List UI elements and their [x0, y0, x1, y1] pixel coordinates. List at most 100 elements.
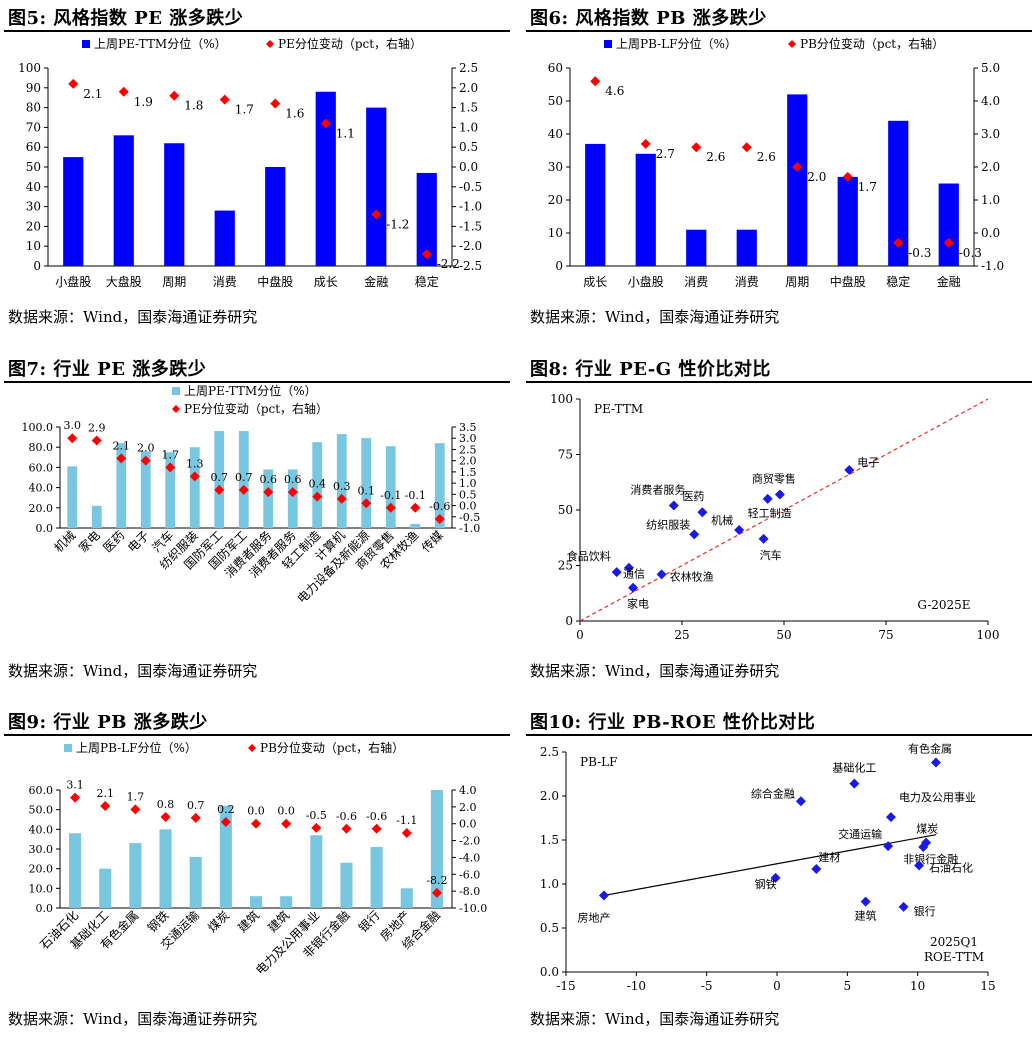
x-tick-label: 50 — [776, 628, 791, 642]
y-left-tick-label: 10 — [548, 226, 563, 240]
y-left-tick-label: 40 — [26, 180, 41, 194]
x-tick-label: 25 — [674, 628, 689, 642]
y-right-tick-label: 3.5 — [459, 421, 477, 434]
y-left-tick-label: 50 — [26, 160, 41, 174]
data-label: -0.1 — [405, 489, 426, 502]
scatter-point — [844, 465, 855, 476]
y-right-tick-label: -2.5 — [459, 259, 482, 273]
bar — [165, 452, 176, 528]
data-label: 0.7 — [187, 799, 205, 812]
point-label: 综合金融 — [751, 786, 795, 800]
panel-fig5: 图5: 风格指数 PE 涨多跌少 上周PE-TTM分位（%） PE分位变动（pct… — [4, 4, 510, 344]
data-label: 0.3 — [333, 480, 351, 493]
marker-point — [320, 118, 331, 129]
y-left-tick-label: 90 — [26, 81, 41, 95]
marker-point — [590, 76, 601, 87]
point-label: 农林牧渔 — [670, 569, 714, 583]
data-label: -0.3 — [959, 246, 982, 260]
x-tick-label: 家电 — [75, 528, 103, 556]
x-tick-label: 稳定 — [415, 274, 439, 289]
data-label: -0.6 — [366, 810, 387, 823]
marker-point — [160, 811, 171, 822]
y-left-tick-label: 100 — [18, 61, 41, 75]
marker-point — [118, 86, 129, 97]
y-tick-label: 0.5 — [540, 921, 559, 935]
y-left-tick-label: 30 — [548, 160, 563, 174]
scatter-point — [860, 896, 871, 907]
point-label: 医药 — [682, 490, 704, 503]
data-label: 0.7 — [235, 471, 253, 484]
data-label: 0.0 — [247, 805, 265, 818]
legend-swatch-marker — [172, 405, 180, 413]
data-label: 0.2 — [217, 803, 235, 816]
data-label: 2.9 — [88, 421, 106, 434]
y-right-tick-label: 2.0 — [981, 160, 1000, 174]
title-rule — [526, 30, 1032, 32]
marker-point — [893, 237, 904, 248]
marker-point — [100, 801, 111, 812]
bar — [116, 443, 127, 528]
source-note: 数据来源：Wind，国泰海通证券研究 — [8, 1010, 258, 1028]
y-right-tick-label: 2.0 — [459, 455, 477, 468]
data-label: 0.1 — [358, 484, 376, 497]
bar — [340, 862, 353, 908]
bar — [189, 856, 202, 908]
bar — [787, 94, 808, 267]
point-label: 钢铁 — [755, 878, 777, 891]
marker-point — [165, 462, 176, 473]
x-tick-label: 0 — [576, 628, 584, 642]
marker-point — [792, 162, 803, 172]
data-label: 0.4 — [309, 478, 327, 491]
y-right-tick-label: -1.0 — [459, 522, 480, 535]
point-label: 有色金属 — [908, 742, 952, 756]
scatter-point — [795, 796, 806, 807]
data-label: -2.2 — [437, 257, 460, 271]
panel-fig8: 图8: 行业 PE-G 性价比对比 0 25 50 75 100 0 25 50 75 100 PE… — [526, 355, 1032, 695]
x-tick-label: 消费 — [735, 275, 759, 289]
marker-point — [691, 142, 702, 153]
chart-title: 图10: 行业 PB-ROE 性价比对比 — [530, 712, 816, 733]
bar — [410, 523, 421, 528]
x-tick-label: 煤炭 — [205, 908, 232, 935]
scatter-point — [689, 529, 700, 540]
bar — [91, 505, 102, 528]
scatter-point — [918, 842, 929, 853]
title-rule — [526, 734, 1032, 736]
point-label: 非银行金融 — [903, 852, 958, 866]
y-left-tick-label: 10 — [26, 239, 41, 253]
y-axis-label: PE-TTM — [594, 402, 643, 416]
data-label: 1.7 — [235, 103, 254, 117]
x-axis-label-line: 2025Q1 — [930, 935, 978, 949]
point-label: 石油石化 — [929, 861, 973, 875]
data-label: 1.9 — [134, 95, 153, 109]
legend-label-marker: PB分位变动（pct，右轴） — [260, 740, 404, 755]
panel-fig7: 图7: 行业 PE 涨多跌少 上周PE-TTM分位（%） PE分位变动（pct，右… — [4, 355, 510, 695]
chart-svg: 上周PE-TTM分位（%） PE分位变动（pct，右轴） 0 10 20 30 40 50 60… — [18, 36, 482, 289]
data-label: 3.0 — [64, 419, 82, 432]
panel-fig6: 图6: 风格指数 PB 涨多跌少 上周PB-LF分位（%） PB分位变动（pct，… — [526, 4, 1032, 344]
bar — [361, 438, 372, 528]
x-tick-label: 大盘股 — [106, 274, 142, 289]
scatter-point — [898, 901, 909, 912]
y-right-tick-label: 2.5 — [459, 61, 478, 75]
bar — [430, 790, 443, 908]
marker-point — [270, 98, 281, 109]
y-right-tick-label: 1.5 — [459, 466, 477, 479]
bar — [99, 868, 112, 908]
bar — [400, 888, 413, 908]
y-left-tick-label: 20 — [26, 219, 41, 233]
marker-point — [169, 90, 180, 101]
marker-point — [385, 502, 396, 513]
marker-point — [189, 471, 200, 482]
reference-line — [579, 398, 989, 622]
x-tick-label: 建筑 — [265, 908, 293, 936]
x-tick-label: 中盘股 — [257, 274, 293, 289]
bar — [416, 172, 437, 266]
marker-point — [341, 823, 352, 834]
x-tick-label: 成长 — [314, 275, 338, 289]
marker-point — [91, 435, 102, 446]
y-right-tick-label: 2.0 — [459, 81, 478, 95]
bar — [336, 434, 347, 528]
y-tick-label: 25 — [558, 559, 573, 573]
bar — [189, 447, 200, 528]
